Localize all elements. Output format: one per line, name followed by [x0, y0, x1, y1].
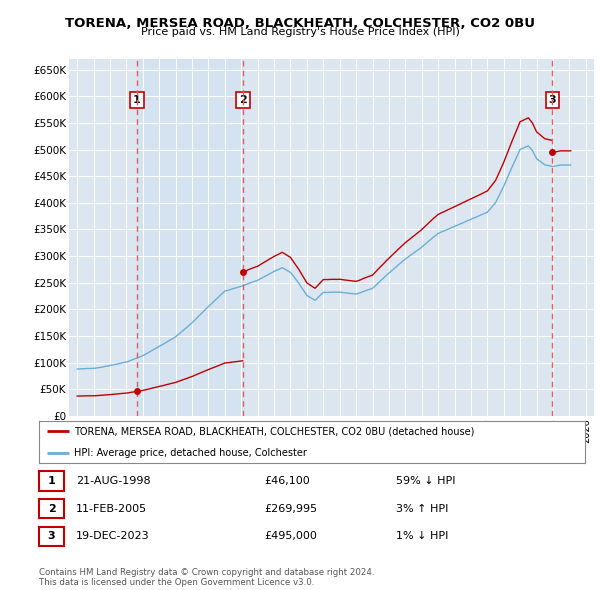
Text: Contains HM Land Registry data © Crown copyright and database right 2024.
This d: Contains HM Land Registry data © Crown c… [39, 568, 374, 587]
Text: £46,100: £46,100 [264, 476, 310, 486]
Text: 59% ↓ HPI: 59% ↓ HPI [396, 476, 455, 486]
Text: £495,000: £495,000 [264, 532, 317, 541]
Text: 1: 1 [133, 95, 141, 105]
Text: TORENA, MERSEA ROAD, BLACKHEATH, COLCHESTER, CO2 0BU (detached house): TORENA, MERSEA ROAD, BLACKHEATH, COLCHES… [74, 427, 475, 436]
Text: £269,995: £269,995 [264, 504, 317, 513]
Text: 2: 2 [48, 504, 55, 513]
Text: 21-AUG-1998: 21-AUG-1998 [76, 476, 151, 486]
Text: 1: 1 [48, 476, 55, 486]
Text: 19-DEC-2023: 19-DEC-2023 [76, 532, 150, 541]
Text: 2: 2 [239, 95, 247, 105]
Text: HPI: Average price, detached house, Colchester: HPI: Average price, detached house, Colc… [74, 448, 307, 457]
Text: 3: 3 [48, 532, 55, 541]
Text: 3: 3 [548, 95, 556, 105]
Bar [137, 59, 243, 416]
Text: 3% ↑ HPI: 3% ↑ HPI [396, 504, 448, 513]
Text: Price paid vs. HM Land Registry's House Price Index (HPI): Price paid vs. HM Land Registry's House … [140, 27, 460, 37]
Text: 1% ↓ HPI: 1% ↓ HPI [396, 532, 448, 541]
Text: TORENA, MERSEA ROAD, BLACKHEATH, COLCHESTER, CO2 0BU: TORENA, MERSEA ROAD, BLACKHEATH, COLCHES… [65, 17, 535, 30]
Text: 11-FEB-2005: 11-FEB-2005 [76, 504, 148, 513]
